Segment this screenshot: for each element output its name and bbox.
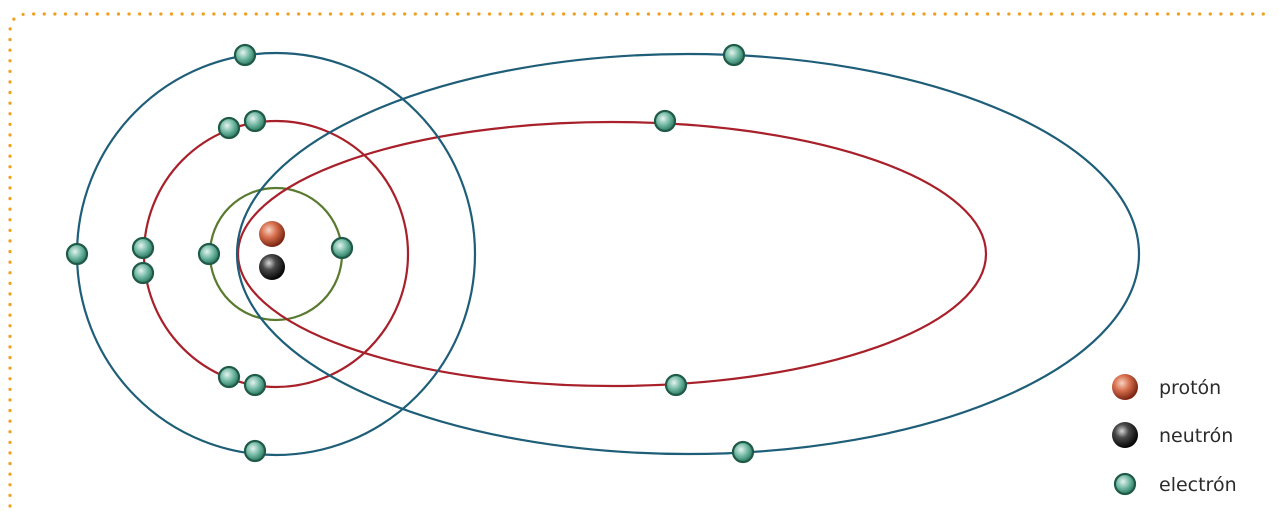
electron-icon (653, 109, 677, 133)
proton-icon (259, 221, 285, 247)
electron-icon (243, 373, 267, 397)
orbit-inner (208, 186, 344, 322)
electron-icon (664, 373, 688, 397)
legend: protón neutrón electrón (1112, 374, 1237, 496)
electron-icon (330, 236, 354, 260)
legend-electron-label: electrón (1159, 474, 1237, 496)
orbit-outer-elliptical (235, 52, 1141, 456)
electron-icon (217, 116, 241, 140)
electron-icon (131, 236, 155, 260)
legend-neutron-label: neutrón (1159, 425, 1233, 447)
orbit-middle-circular (142, 119, 410, 389)
neutron-icon (259, 254, 285, 280)
electron-icon (243, 439, 267, 463)
electron-icon (722, 43, 746, 67)
electron-icon (131, 261, 155, 285)
electron-icon (217, 365, 241, 389)
electron-icon (243, 109, 267, 133)
electron-icon (197, 242, 221, 266)
electron-icon (731, 440, 755, 464)
legend-proton-icon (1112, 374, 1138, 400)
electron-icon (233, 43, 257, 67)
legend-electron-icon (1113, 472, 1137, 496)
dotted-frame (8, 12, 1267, 508)
electron-icon (65, 242, 89, 266)
legend-proton-label: protón (1159, 377, 1221, 399)
legend-neutron-icon (1112, 422, 1138, 448)
